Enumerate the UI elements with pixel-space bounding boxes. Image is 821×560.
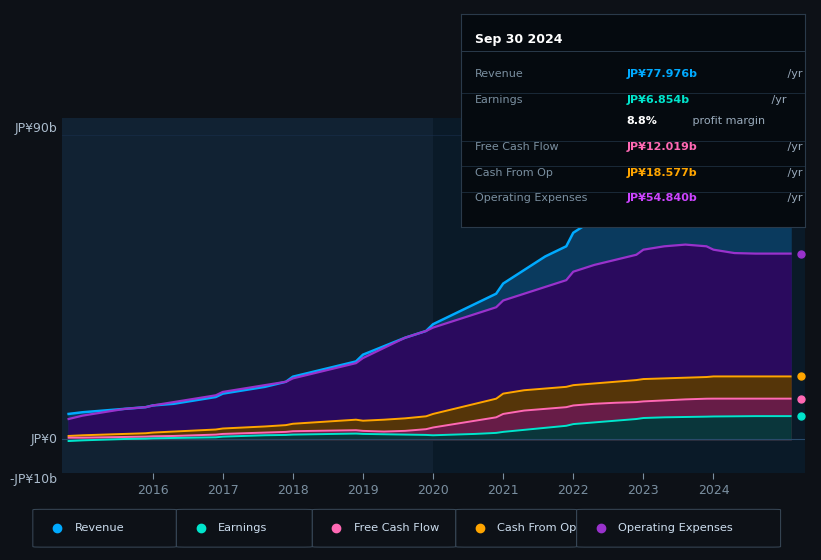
Text: Earnings: Earnings xyxy=(218,523,268,533)
Text: Cash From Op: Cash From Op xyxy=(498,523,576,533)
FancyBboxPatch shape xyxy=(576,510,781,547)
Bar xyxy=(433,118,805,473)
Text: /yr: /yr xyxy=(784,167,802,178)
Text: JP¥18.577b: JP¥18.577b xyxy=(626,167,697,178)
Text: JP¥90b: JP¥90b xyxy=(15,122,57,134)
Text: /yr: /yr xyxy=(784,142,802,152)
Text: Revenue: Revenue xyxy=(475,68,524,78)
Text: -JP¥10b: -JP¥10b xyxy=(10,473,57,486)
Text: Free Cash Flow: Free Cash Flow xyxy=(354,523,439,533)
Text: /yr: /yr xyxy=(768,95,787,105)
Text: Operating Expenses: Operating Expenses xyxy=(475,193,588,203)
Text: JP¥0: JP¥0 xyxy=(30,433,57,446)
Text: /yr: /yr xyxy=(784,193,802,203)
FancyBboxPatch shape xyxy=(33,510,177,547)
Text: /yr: /yr xyxy=(784,68,802,78)
FancyBboxPatch shape xyxy=(312,510,456,547)
Text: profit margin: profit margin xyxy=(690,116,765,127)
Text: Free Cash Flow: Free Cash Flow xyxy=(475,142,559,152)
Text: 8.8%: 8.8% xyxy=(626,116,657,127)
Text: Operating Expenses: Operating Expenses xyxy=(618,523,733,533)
FancyBboxPatch shape xyxy=(177,510,312,547)
Text: Cash From Op: Cash From Op xyxy=(475,167,553,178)
Text: Earnings: Earnings xyxy=(475,95,524,105)
Text: JP¥6.854b: JP¥6.854b xyxy=(626,95,690,105)
Text: Sep 30 2024: Sep 30 2024 xyxy=(475,33,562,46)
Text: Revenue: Revenue xyxy=(75,523,124,533)
Text: JP¥54.840b: JP¥54.840b xyxy=(626,193,697,203)
Text: JP¥77.976b: JP¥77.976b xyxy=(626,68,697,78)
FancyBboxPatch shape xyxy=(456,510,576,547)
Text: JP¥12.019b: JP¥12.019b xyxy=(626,142,697,152)
